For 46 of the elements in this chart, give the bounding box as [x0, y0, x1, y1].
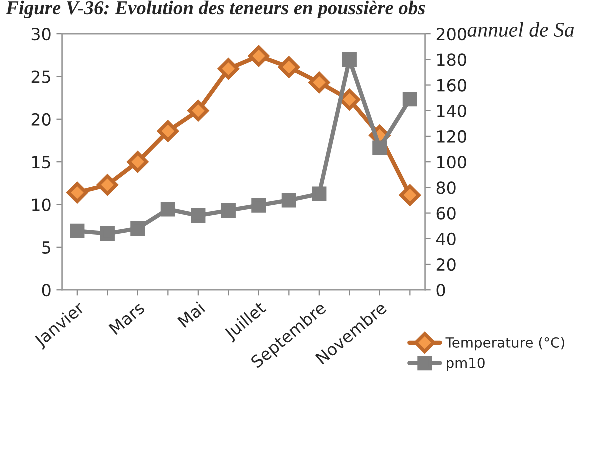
point [308, 72, 330, 94]
point [372, 140, 388, 156]
y-tick-label: 10 [32, 198, 51, 212]
y2-tick-label: 20 [436, 258, 456, 272]
point [160, 202, 176, 217]
point [218, 58, 240, 80]
y2-tick-label: 160 [438, 79, 466, 92]
point [252, 198, 266, 213]
x-tick-label: Mai [177, 302, 206, 328]
y2-tick-label: 0 [436, 284, 446, 297]
y2-tick-label: 180 [438, 54, 466, 66]
point [70, 224, 85, 239]
y2-tick-label: 200 [436, 28, 466, 41]
point [342, 52, 357, 67]
point [158, 120, 179, 142]
point [127, 152, 148, 173]
point [100, 226, 115, 242]
point [248, 46, 270, 67]
y-tick-label: 5 [42, 242, 50, 254]
y-tick-label: 20 [32, 113, 51, 126]
legend-label: Temperature (°C) [446, 337, 564, 351]
point [66, 182, 88, 204]
y-tick-label: 30 [32, 28, 51, 41]
point [188, 100, 209, 122]
point [312, 186, 327, 202]
point [278, 56, 300, 78]
text: annuel de Sa [468, 22, 574, 38]
point [130, 221, 146, 236]
y2-tick-label: 60 [436, 207, 456, 220]
point [191, 208, 206, 224]
y2-tick-label: 40 [436, 232, 456, 246]
y2-tick-label: 120 [438, 130, 466, 144]
y-tick-label: 15 [32, 156, 50, 169]
y-tick-label: 0 [42, 284, 51, 297]
chart-title: Figure V-36: Evolution des teneurs en poussière obs [6, 0, 426, 19]
point [400, 184, 421, 206]
y2-tick-label: 140 [438, 104, 466, 118]
point [221, 203, 236, 218]
y2-tick-label: 100 [438, 156, 466, 169]
point [282, 193, 296, 208]
point [339, 89, 360, 110]
point [402, 92, 418, 107]
y-tick-label: 25 [32, 70, 50, 84]
legend-label: pm10 [447, 358, 485, 372]
y2-tick-label: 80 [436, 182, 456, 194]
point [97, 174, 118, 196]
